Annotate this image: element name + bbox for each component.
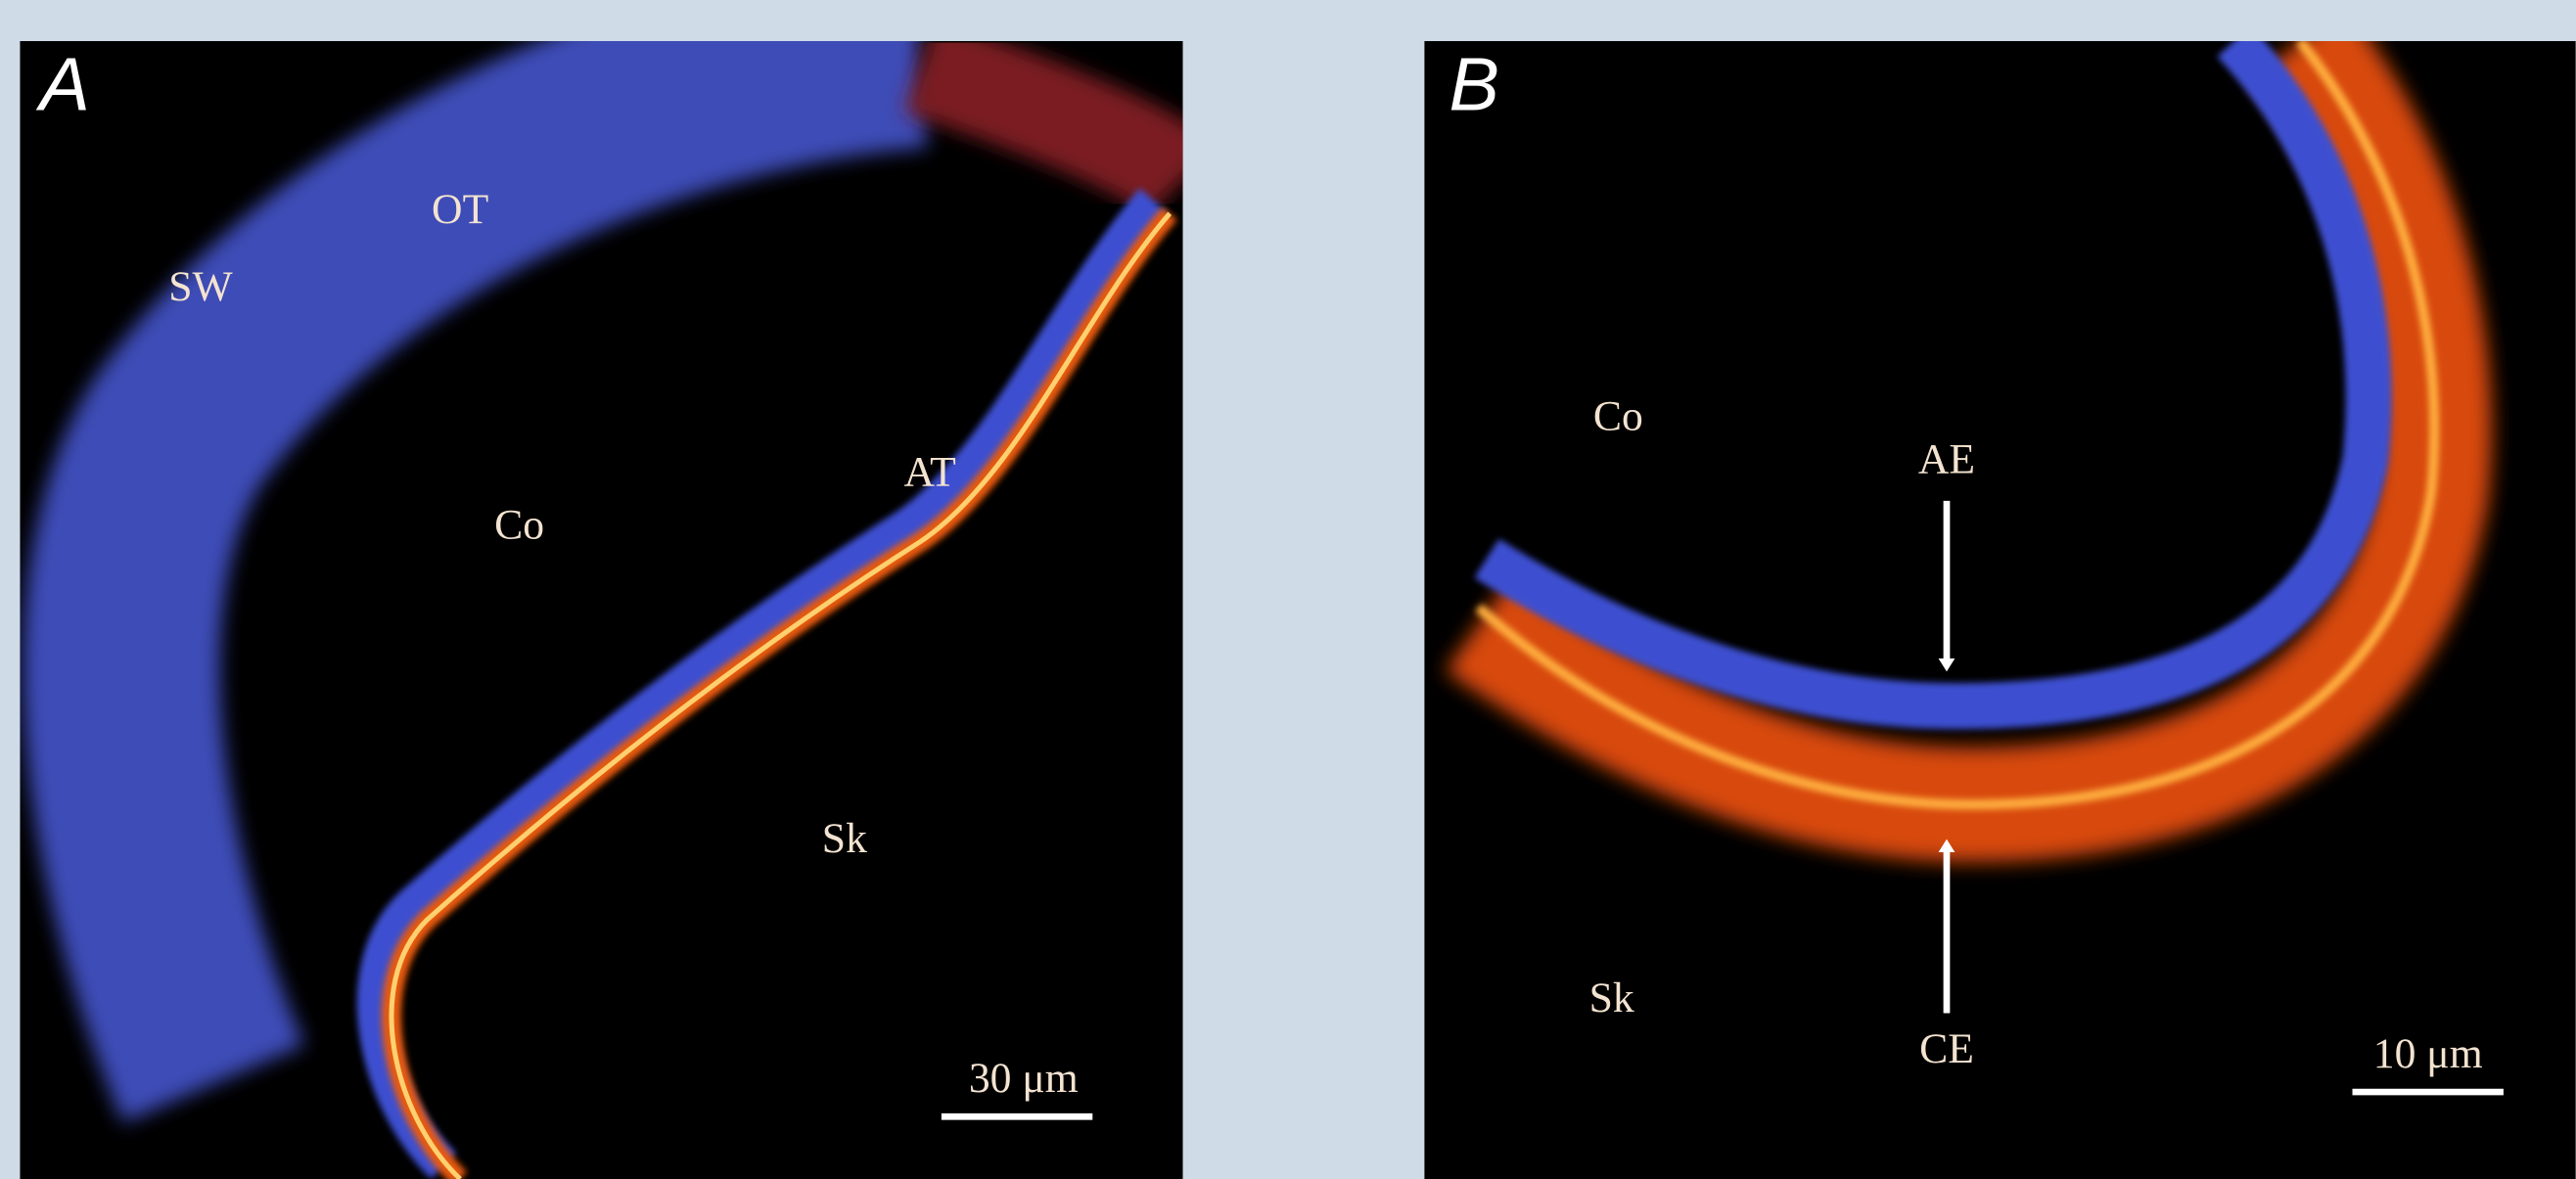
scale-bar-label: 10 μm — [2373, 1030, 2483, 1077]
tissue-blue — [1474, 40, 2392, 730]
scale-bar-label: 30 μm — [969, 1055, 1079, 1102]
annotation: SW — [168, 263, 233, 310]
tissue — [904, 40, 1183, 218]
annotation: Sk — [822, 815, 867, 862]
annotation: OT — [432, 186, 488, 233]
annotation: Co — [494, 501, 544, 548]
annotation: CE — [1919, 1025, 1974, 1072]
annotation: Co — [1593, 393, 1643, 440]
tissue-highlight — [389, 211, 1173, 1179]
tissue-wall — [23, 40, 928, 1123]
tissue-highlight — [1475, 40, 2440, 810]
annotation: Sk — [1589, 975, 1634, 1021]
panel-a: A OT SW Co AT Sk 30 μm — [20, 40, 1183, 1179]
panel-label: A — [36, 43, 90, 127]
panel-b: B Co AE Sk CE 10 μm — [1424, 40, 2576, 1179]
tissue-blue — [356, 188, 1168, 1179]
panel-label: B — [1449, 43, 1498, 127]
annotation: AE — [1918, 435, 1975, 482]
annotation: AT — [903, 449, 955, 496]
